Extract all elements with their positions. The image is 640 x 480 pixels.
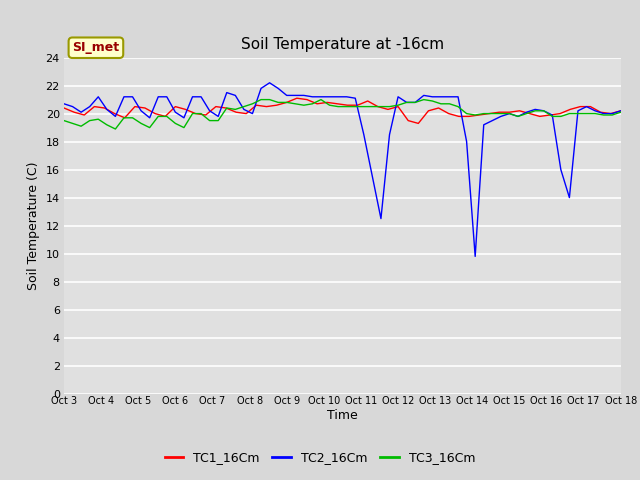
TC2_16Cm [317,94,325,100]
Text: SI_met: SI_met [72,41,120,54]
TC2_16Cm [266,80,273,86]
Legend: TC1_16Cm, TC2_16Cm, TC3_16Cm: TC1_16Cm, TC2_16Cm, TC3_16Cm [159,446,481,469]
TC2_16Cm [60,101,68,107]
TC2_16Cm [197,94,205,100]
TC1_16Cm [424,108,432,114]
TC2_16Cm [617,108,625,114]
TC3_16Cm [111,126,119,132]
TC2_16Cm [471,253,479,259]
TC1_16Cm [445,111,452,117]
TC3_16Cm [257,97,265,103]
TC3_16Cm [617,109,625,115]
TC2_16Cm [514,114,522,120]
TC1_16Cm [384,107,392,112]
X-axis label: Time: Time [327,409,358,422]
TC2_16Cm [232,93,239,98]
TC3_16Cm [514,114,522,120]
TC1_16Cm [415,120,422,126]
TC1_16Cm [506,109,513,115]
TC1_16Cm [617,108,625,114]
Line: TC3_16Cm: TC3_16Cm [64,100,621,129]
TC3_16Cm [317,97,325,103]
TC1_16Cm [262,104,270,109]
TC3_16Cm [60,118,68,123]
Title: Soil Temperature at -16cm: Soil Temperature at -16cm [241,37,444,52]
TC2_16Cm [308,94,316,100]
TC1_16Cm [70,109,78,115]
TC3_16Cm [103,122,111,128]
TC2_16Cm [103,107,111,112]
TC3_16Cm [326,102,333,108]
Line: TC2_16Cm: TC2_16Cm [64,83,621,256]
TC1_16Cm [60,105,68,111]
TC3_16Cm [206,118,214,123]
TC1_16Cm [293,96,301,101]
TC3_16Cm [240,104,248,109]
Line: TC1_16Cm: TC1_16Cm [64,98,621,123]
Y-axis label: Soil Temperature (C): Soil Temperature (C) [27,161,40,290]
